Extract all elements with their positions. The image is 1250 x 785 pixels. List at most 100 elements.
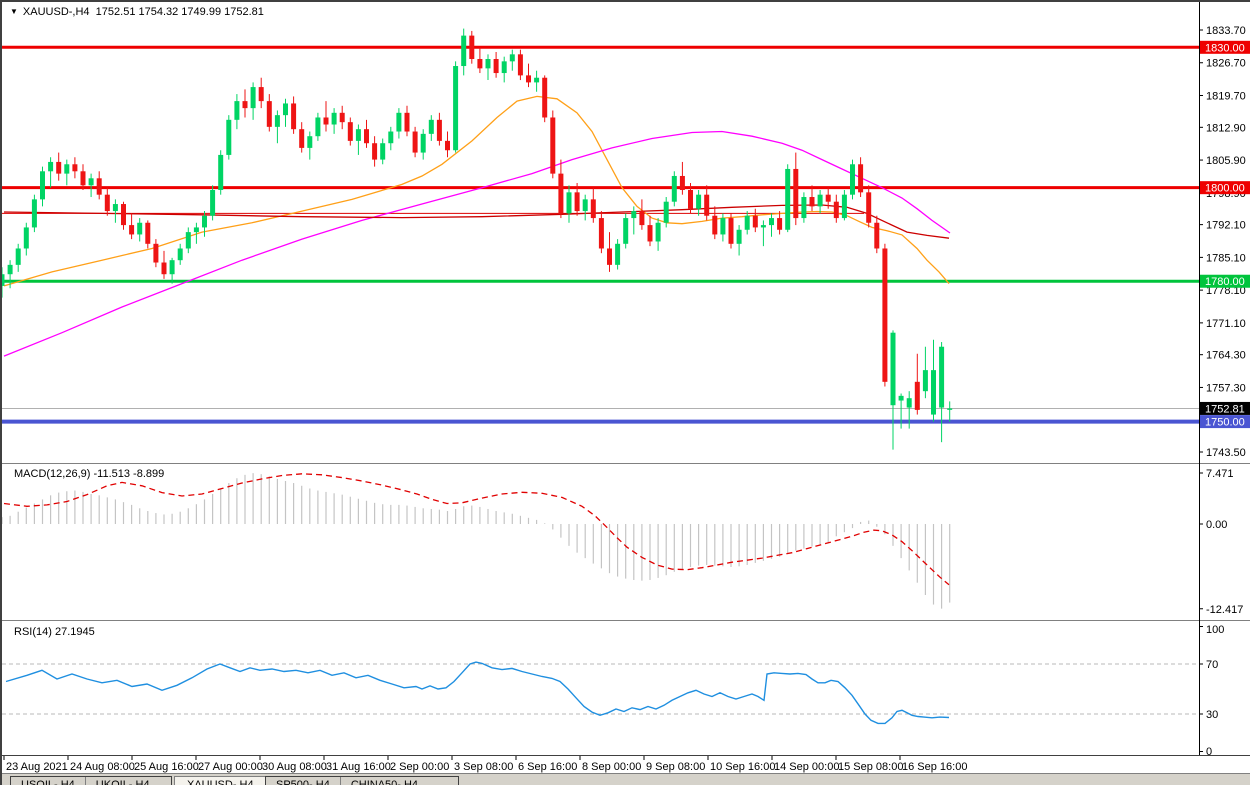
price-tick-label: 1826.70 xyxy=(1206,58,1246,70)
time-label: 14 Sep 00:00 xyxy=(774,761,839,773)
candle-bull xyxy=(64,164,70,174)
candle-bull xyxy=(671,175,677,202)
candle-bear xyxy=(266,101,272,127)
candle-bear xyxy=(129,225,135,235)
candle-bear xyxy=(688,190,693,209)
tab-china50[interactable]: CHINA50-,H4 xyxy=(339,777,428,785)
rsi-name: RSI(14) xyxy=(14,626,52,638)
macd-tick-label: 7.471 xyxy=(1206,468,1234,480)
candles-group[interactable] xyxy=(2,28,953,450)
candle-bull xyxy=(218,154,224,191)
tab-xauusd-active[interactable]: XAUUSD-,H4 xyxy=(174,776,267,785)
title-symbol: XAUUSD-,H4 xyxy=(22,6,90,18)
symbol-dropdown-icon[interactable]: ▼ xyxy=(10,7,18,16)
candle-bear xyxy=(96,178,102,195)
time-label: 8 Sep 00:00 xyxy=(582,761,641,773)
badge-label: 1800.00 xyxy=(1205,183,1245,195)
candle-bull xyxy=(193,227,199,233)
candle-bull xyxy=(137,222,143,235)
candle-bull xyxy=(331,112,337,125)
candle-bull xyxy=(485,59,491,69)
macd-indicator-label: MACD(12,26,9) -11.513 -8.899 xyxy=(14,468,164,480)
candle-bear xyxy=(299,129,305,148)
price-tick-label: 1833.70 xyxy=(1206,25,1246,37)
rsi-axis[interactable]: 100 70 30 0 xyxy=(1199,624,1224,758)
candle-bear xyxy=(80,171,86,186)
time-label: 24 Aug 08:00 xyxy=(70,761,135,773)
candle-bear xyxy=(364,129,369,144)
badge-bg xyxy=(1200,181,1250,195)
time-label: 23 Aug 2021 xyxy=(6,761,68,773)
time-label: 9 Sep 08:00 xyxy=(646,761,705,773)
candle-bear xyxy=(858,164,864,193)
price-tick-label: 1743.50 xyxy=(1206,447,1246,459)
candle-bear xyxy=(104,194,110,212)
price-tick-label: 1778.10 xyxy=(1206,285,1246,297)
candle-bull xyxy=(922,370,928,392)
candle-bear xyxy=(477,59,483,69)
candle-bear xyxy=(866,192,872,223)
candle-bull xyxy=(631,211,637,219)
candle-bull xyxy=(250,87,256,109)
candle-bull xyxy=(760,225,766,228)
candle-bull xyxy=(48,161,54,172)
candle-bull xyxy=(15,248,21,265)
candle-bull xyxy=(623,218,629,244)
chart-title[interactable]: ▼ XAUUSD-,H4 1752.51 1754.32 1749.99 1752… xyxy=(10,6,264,18)
candle-bear xyxy=(728,218,734,244)
rsi-tick-label: 100 xyxy=(1206,624,1224,636)
candle-bear xyxy=(752,215,758,228)
rsi-tick-label: 0 xyxy=(1206,746,1212,758)
candle-bull xyxy=(509,54,515,62)
candle-bear xyxy=(291,103,297,130)
candle-bull xyxy=(939,346,945,408)
candle-bull xyxy=(202,215,207,228)
tab-usoil[interactable]: USOIL-,H4 xyxy=(21,779,75,785)
candle-bull xyxy=(736,229,742,244)
candle-bull xyxy=(23,227,29,249)
macd-tick-label: 0.00 xyxy=(1206,519,1227,531)
candle-bull xyxy=(396,112,402,132)
price-tick-label: 1812.90 xyxy=(1206,122,1246,134)
candle-bear xyxy=(121,204,126,226)
macd-signal-line xyxy=(3,473,950,586)
time-axis[interactable]: 23 Aug 2021 24 Aug 08:00 25 Aug 16:00 27 Au… xyxy=(3,756,967,773)
candle-bear xyxy=(598,218,604,249)
candle-bull xyxy=(817,194,823,207)
candle-bull xyxy=(453,66,459,151)
time-label: 2 Sep 00:00 xyxy=(390,761,449,773)
badge-label: 1752.81 xyxy=(1205,403,1245,415)
candle-bull xyxy=(898,395,904,401)
candle-bull xyxy=(315,117,321,137)
candle-bull xyxy=(177,248,183,261)
price-tick-label: 1819.70 xyxy=(1206,90,1246,102)
candle-bull xyxy=(841,194,847,219)
candle-bull xyxy=(906,398,912,408)
candle-bull xyxy=(850,164,855,195)
chart-tab-strip: USOIL-,H4 UKOIL-,H4 XAUUSD-,H4 SP500-,H4… xyxy=(2,773,1250,785)
candle-bull xyxy=(388,131,394,144)
badge-bg xyxy=(1200,40,1250,54)
macd-tick-label: -12.417 xyxy=(1206,604,1243,616)
candle-bear xyxy=(704,194,710,216)
candle-bull xyxy=(234,101,240,120)
candle-bull xyxy=(461,35,467,67)
candle-bull xyxy=(210,190,216,216)
macd-axis[interactable]: 7.471 0.00 -12.417 xyxy=(1199,468,1243,616)
candle-bear xyxy=(72,164,78,172)
macd-name: MACD(12,26,9) xyxy=(14,468,91,480)
badge-bg xyxy=(1200,415,1250,429)
candle-bear xyxy=(372,143,378,160)
badge-label: 1750.00 xyxy=(1205,417,1245,429)
candle-bull xyxy=(947,408,953,410)
candle-bull xyxy=(428,119,434,134)
candle-bull xyxy=(88,178,94,186)
candle-bull xyxy=(720,218,726,235)
candle-bull xyxy=(355,129,361,141)
tab-sp500[interactable]: SP500-,H4 xyxy=(276,779,330,785)
price-axis[interactable]: 1833.701826.701819.701812.901805.901798.… xyxy=(1199,25,1246,459)
price-tick-label: 1805.90 xyxy=(1206,155,1246,167)
price-tick-label: 1771.10 xyxy=(1206,318,1246,330)
tab-ukoil[interactable]: UKOIL-,H4 xyxy=(84,777,160,785)
